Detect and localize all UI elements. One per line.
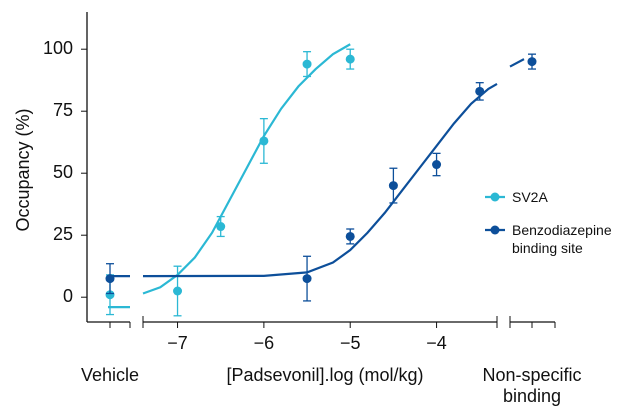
x-axis-title: [Padsevonil].log (mol/kg) (226, 365, 423, 385)
x-tick-label: −7 (167, 333, 188, 353)
fit-curve (142, 43, 351, 295)
data-point (216, 222, 226, 232)
x-tick-label: −6 (254, 333, 275, 353)
legend-label: Benzodiazepine binding site (512, 222, 612, 256)
y-tick-label: 25 (53, 224, 73, 244)
vehicle-label: Vehicle (81, 365, 139, 385)
data-point (302, 59, 312, 69)
legend-label: SV2A (512, 189, 548, 205)
y-axis-title: Occupancy (%) (13, 108, 33, 231)
data-point (105, 290, 115, 300)
nonspecific-label: Non-specific binding (482, 365, 582, 406)
fit-curve (142, 82, 498, 278)
x-tick-label: −4 (426, 333, 447, 353)
data-point (302, 274, 312, 284)
x-tick-label: −5 (340, 333, 361, 353)
data-point (527, 57, 537, 67)
data-point (345, 54, 355, 64)
nonspecific-fit (509, 58, 525, 68)
legend-marker (490, 192, 500, 202)
data-point (105, 274, 115, 284)
y-tick-label: 100 (43, 38, 73, 58)
data-point (388, 181, 398, 191)
y-tick-label: 50 (53, 162, 73, 182)
data-point (259, 136, 269, 146)
y-tick-label: 0 (63, 286, 73, 306)
data-point (173, 286, 183, 296)
y-tick-label: 75 (53, 100, 73, 120)
data-point (432, 160, 442, 170)
data-point (475, 86, 485, 96)
data-point (345, 231, 355, 241)
legend-marker (490, 225, 500, 235)
